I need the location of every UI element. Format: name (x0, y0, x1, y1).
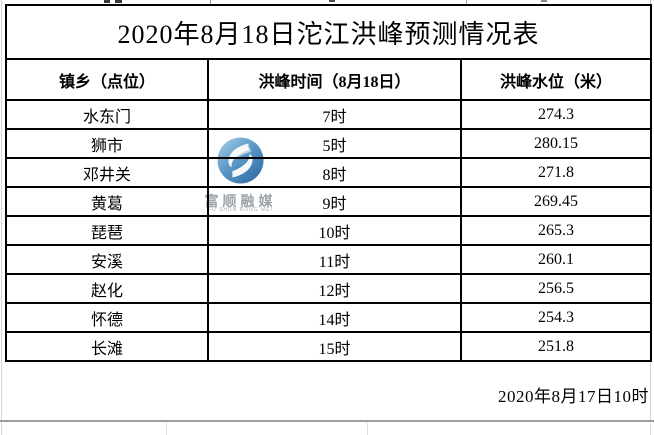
cell-peak-level: 254.3 (459, 302, 653, 333)
cell-peak-time: 5时 (207, 128, 462, 159)
spreadsheet-column-gridline (650, 423, 651, 435)
cell-peak-time: 7时 (207, 99, 462, 130)
cell-peak-level: 269.45 (459, 186, 653, 217)
cell-peak-level: 271.8 (459, 157, 653, 188)
cell-peak-level: 260.1 (459, 244, 653, 275)
cell-peak-time: 10时 (207, 215, 462, 246)
table-row: 琵琶 10时 265.3 (5, 215, 653, 246)
cell-location: 水东门 (5, 99, 209, 130)
column-header-peak-level: 洪峰水位（米） (459, 58, 653, 101)
crop-artifact (104, 0, 110, 3)
spreadsheet-gridline-tick (650, 0, 651, 4)
cell-peak-time: 14时 (207, 302, 462, 333)
cell-peak-level: 274.3 (459, 99, 653, 130)
table-title: 2020年8月18日沱江洪峰预测情况表 (4, 4, 653, 60)
flood-forecast-table: 2020年8月18日沱江洪峰预测情况表 镇乡（点位） 洪峰时间（8月18日） 洪… (4, 4, 653, 362)
table-row: 赵化 12时 256.5 (5, 273, 653, 304)
cell-location: 狮市 (5, 128, 209, 159)
table-row: 邓井关 8时 271.8 (5, 157, 653, 188)
cell-peak-level: 251.8 (459, 331, 653, 362)
column-header-location: 镇乡（点位） (5, 58, 209, 101)
table-row: 安溪 11时 260.1 (5, 244, 653, 275)
spreadsheet-row-gridline (0, 420, 654, 422)
spreadsheet-left-gridline (1, 0, 2, 435)
cell-peak-time: 11时 (207, 244, 462, 275)
report-timestamp: 2020年8月17日10时 (498, 387, 649, 406)
cell-peak-time: 8时 (207, 157, 462, 188)
cell-location: 赵化 (5, 273, 209, 304)
table-row: 长滩 15时 251.8 (5, 331, 653, 362)
cell-peak-time: 12时 (207, 273, 462, 304)
cell-peak-level: 256.5 (459, 273, 653, 304)
cell-location: 琵琶 (5, 215, 209, 246)
spreadsheet-right-gridline (650, 363, 651, 420)
table-row: 黄葛 9时 269.45 (5, 186, 653, 217)
column-header-peak-time: 洪峰时间（8月18日） (207, 58, 462, 101)
spreadsheet-column-gridline (166, 423, 167, 435)
crop-artifact (115, 0, 122, 3)
cell-location: 怀德 (5, 302, 209, 333)
table-row: 怀德 14时 254.3 (5, 302, 653, 333)
spreadsheet-column-gridline (367, 423, 368, 435)
spreadsheet-gridline-tick (466, 0, 467, 4)
cell-location: 黄葛 (5, 186, 209, 217)
crop-artifact (329, 0, 335, 2)
cell-location: 长滩 (5, 331, 209, 362)
title-row: 2020年8月18日沱江洪峰预测情况表 (4, 4, 653, 60)
table-row: 水东门 7时 274.3 (5, 99, 653, 130)
table-row: 狮市 5时 280.15 (5, 128, 653, 159)
cell-location: 邓井关 (5, 157, 209, 188)
spreadsheet-gridline-tick (210, 0, 211, 4)
crop-artifact (541, 0, 547, 2)
cell-location: 安溪 (5, 244, 209, 275)
cell-peak-time: 9时 (207, 186, 462, 217)
cell-peak-level: 280.15 (459, 128, 653, 159)
header-row: 镇乡（点位） 洪峰时间（8月18日） 洪峰水位（米） (5, 58, 653, 101)
cell-peak-level: 265.3 (459, 215, 653, 246)
cell-peak-time: 15时 (207, 331, 462, 362)
